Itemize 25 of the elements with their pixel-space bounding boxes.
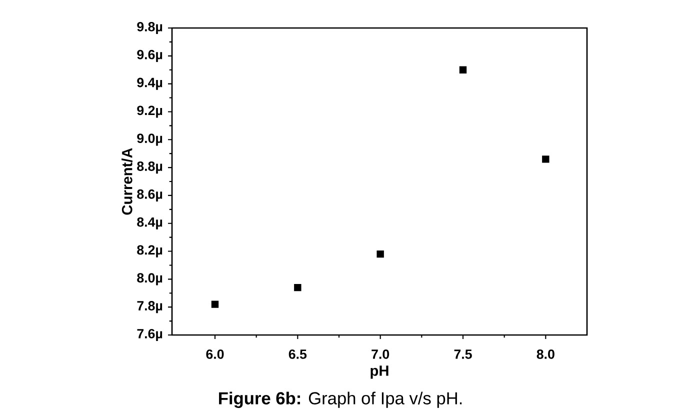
- y-tick-label: 9.8µ: [137, 22, 162, 34]
- y-tick-label: 8.6µ: [137, 189, 162, 202]
- y-tick-label: 8.0µ: [137, 273, 162, 286]
- y-tick-label: 7.8µ: [137, 301, 162, 314]
- y-tick-label: 8.2µ: [137, 245, 162, 258]
- x-tick-label: 6.0: [206, 349, 224, 359]
- y-tick-label: 8.8µ: [137, 162, 162, 174]
- x-tick-label: 8.0: [536, 349, 554, 359]
- y-tick-label: 9.6µ: [137, 50, 162, 62]
- point: [211, 300, 219, 308]
- point: [459, 66, 467, 74]
- x-tick-label: 6.5: [288, 349, 307, 359]
- x-tick-label: 7.0: [372, 349, 390, 359]
- point: [542, 156, 550, 163]
- y-tick-label: 9.4µ: [137, 78, 162, 90]
- y-axis-title: Current/A: [122, 148, 132, 215]
- text: Figure 6b: Graph of Ipa v/s pH.: [219, 392, 462, 408]
- x-axis-title: pH: [370, 366, 388, 379]
- y-tick-label: 9.0µ: [137, 134, 162, 146]
- x-tick-label: 7.5: [454, 350, 472, 359]
- point: [376, 250, 384, 258]
- y-tick-label: 9.2µ: [137, 106, 162, 118]
- point: [294, 284, 302, 292]
- y-tick-label: 7.6µ: [137, 328, 162, 342]
- y-tick-label: 8.4µ: [137, 217, 162, 230]
